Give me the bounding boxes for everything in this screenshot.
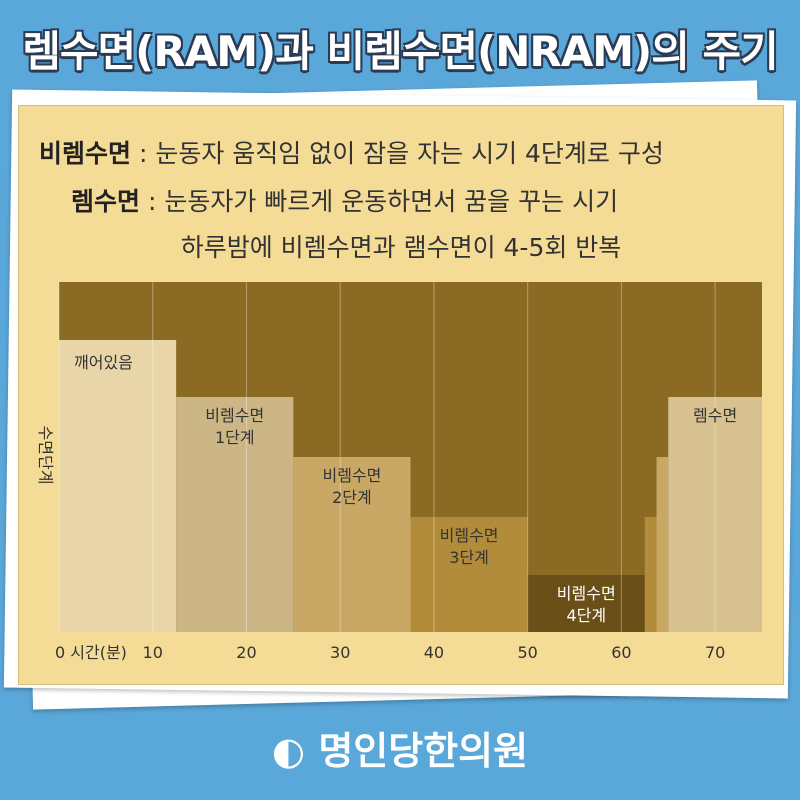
x-tick-label: 60 [611, 643, 631, 662]
stage-label: 비렘수면 [440, 526, 499, 545]
stage-label: 비렘수면 [557, 584, 616, 603]
footer-text: 명인당한의원 [318, 729, 529, 773]
title: 렘수면(RAM)과 비렘수면(NRAM)의 주기 [22, 27, 779, 76]
x-tick-label: 0 시간(분) [55, 643, 127, 662]
stage-label: 렘수면 [693, 406, 737, 425]
stage-label: 1단계 [215, 428, 255, 447]
stage-block [644, 517, 657, 632]
x-tick-label: 40 [424, 643, 444, 662]
stage-label: 깨어있음 [74, 353, 133, 372]
note-text: : 눈동자가 빠르게 운동하면서 꿈을 꾸는 시기 [147, 187, 619, 216]
note: 렘수면 : 눈동자가 빠르게 운동하면서 꿈을 꾸는 시기 [71, 182, 800, 218]
stage-block [527, 575, 645, 632]
footer: ◐ 명인당한의원 [271, 729, 529, 773]
x-tick-label: 20 [236, 643, 256, 662]
x-tick-label: 30 [330, 643, 350, 662]
stage-label: 비렘수면 [322, 466, 381, 485]
note-term: 렘수면 [71, 187, 141, 216]
stage-label: 3단계 [449, 548, 489, 567]
stage-block [59, 340, 177, 632]
summary: 하루밤에 비렘수면과 램수면이 4-5회 반복 [180, 233, 622, 262]
stage-block [176, 397, 294, 632]
stage-label: 2단계 [332, 488, 372, 507]
note: 비렘수면 : 눈동자 움직임 없이 잠을 자는 시기 4단계로 구성 [39, 134, 769, 170]
x-tick-label: 10 [143, 643, 163, 662]
note-term: 비렘수면 [39, 139, 132, 168]
stage-block [668, 397, 762, 632]
stage-block [410, 517, 528, 632]
stage-label: 4단계 [566, 606, 606, 625]
stage-block [293, 457, 411, 632]
stage-block [656, 457, 669, 632]
note-text: : 눈동자 움직임 없이 잠을 자는 시기 4단계로 구성 [138, 139, 664, 168]
y-axis-label: 수면단계 [36, 426, 55, 485]
stage-label: 비렘수면 [205, 406, 264, 425]
x-tick-label: 50 [517, 643, 537, 662]
x-tick-label: 70 [705, 643, 725, 662]
